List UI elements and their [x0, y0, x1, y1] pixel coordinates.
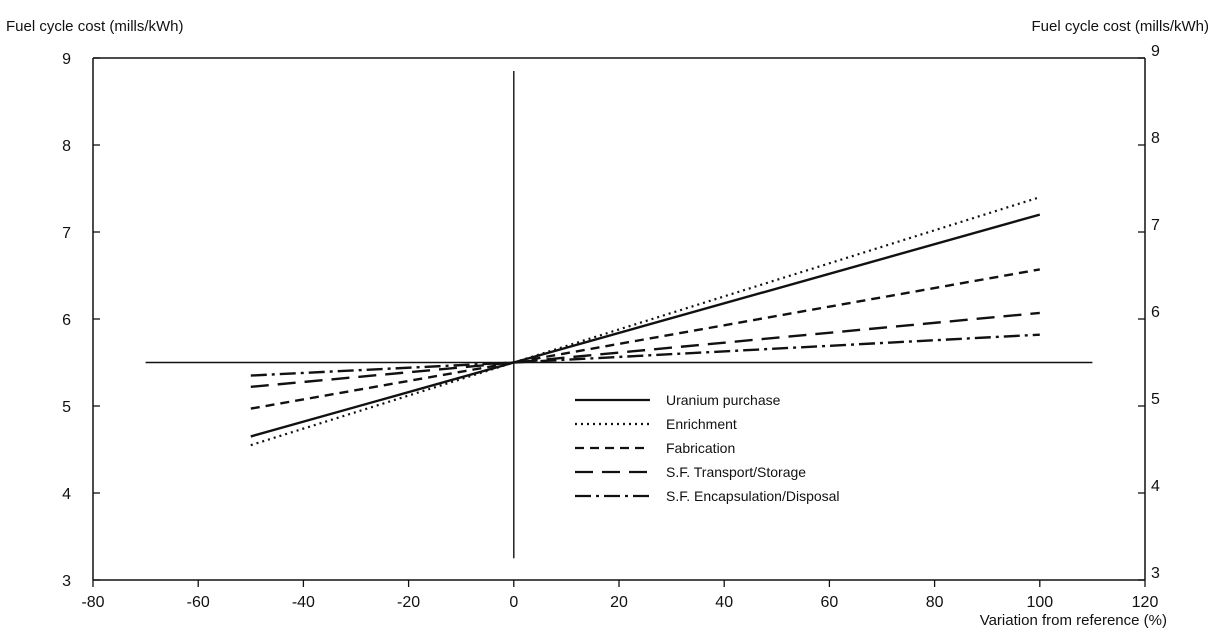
y-tick-label-right: 9 — [1151, 43, 1160, 60]
y-tick-label-left: 8 — [62, 138, 71, 155]
y-tick-label-right: 6 — [1151, 304, 1160, 321]
series-line-enrichment — [250, 196, 1041, 447]
y-tick-label-right: 8 — [1151, 130, 1160, 147]
x-tick-label: 60 — [821, 594, 839, 611]
y-axis-label-right: Fuel cycle cost (mills/kWh) — [1031, 18, 1209, 35]
x-tick-label: 100 — [1026, 594, 1053, 611]
series-line-s-f-encapsulation-disposal — [250, 333, 1040, 377]
x-tick-label: 80 — [926, 594, 944, 611]
x-tick-label: 40 — [715, 594, 733, 611]
y-tick-label-left: 3 — [62, 573, 71, 590]
x-tick-label: 0 — [509, 594, 518, 611]
y-tick-label-left: 4 — [62, 486, 71, 503]
x-tick-label: -40 — [292, 594, 315, 611]
y-tick-label-left: 5 — [62, 399, 71, 416]
y-tick-label-right: 7 — [1151, 217, 1160, 234]
x-tick-label: -60 — [187, 594, 210, 611]
x-tick-label: -20 — [397, 594, 420, 611]
x-tick-label: 20 — [610, 594, 628, 611]
y-tick-label-left: 7 — [62, 225, 71, 242]
legend-label: S.F. Transport/Storage — [666, 464, 806, 480]
y-axis-label-left: Fuel cycle cost (mills/kWh) — [6, 18, 184, 35]
y-tick-label-right: 5 — [1151, 391, 1160, 408]
legend-label: Uranium purchase — [666, 392, 781, 408]
y-tick-label-left: 6 — [62, 312, 71, 329]
x-tick-label: -80 — [81, 594, 104, 611]
legend-label: Enrichment — [666, 416, 737, 432]
legend-label: Fabrication — [666, 440, 735, 456]
y-tick-label-left: 9 — [62, 51, 71, 68]
legend-label: S.F. Encapsulation/Disposal — [666, 488, 840, 504]
x-tick-label: 120 — [1132, 594, 1159, 611]
series-line-s-f-transport-storage — [250, 311, 1040, 389]
series-line-fabrication — [250, 268, 1041, 410]
series-line-uranium-purchase — [250, 213, 1041, 438]
x-axis-label: Variation from reference (%) — [979, 612, 1167, 629]
y-tick-label-right: 3 — [1151, 565, 1160, 582]
y-tick-label-right: 4 — [1151, 478, 1160, 495]
